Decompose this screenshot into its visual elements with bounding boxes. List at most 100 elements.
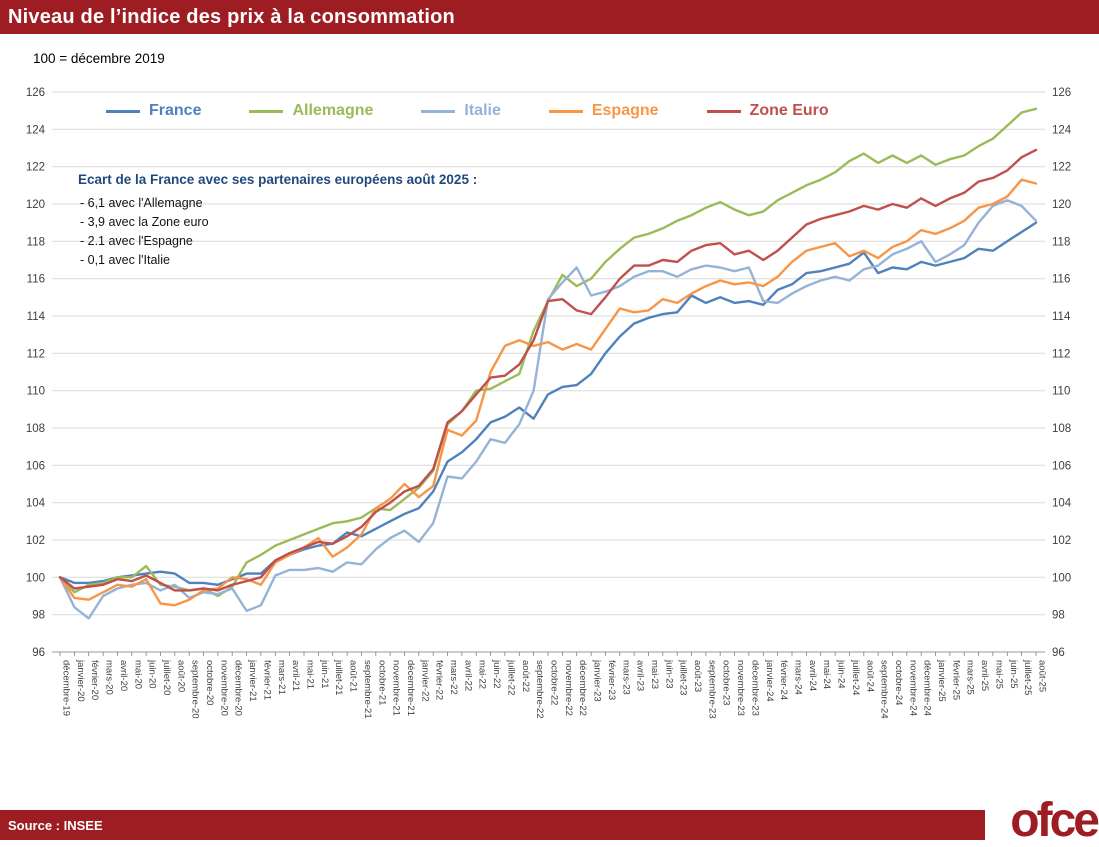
x-axis-label: décembre-24 [922,660,933,716]
y-axis-label-left: 114 [27,311,46,323]
x-axis-label: avril-24 [807,660,818,691]
series-line-France [58,221,1038,586]
x-axis-label: février-20 [89,660,100,700]
x-axis-label: juin-25 [1008,659,1019,689]
x-axis-label: janvier-22 [419,659,430,702]
x-axis-label: septembre-21 [362,660,373,719]
x-axis-label: avril-20 [118,660,129,691]
chart-area: 96 96 98 98 100 100 102 102 104 104 106 106 108 108 11… [0,72,1099,784]
chart-title: Niveau de l’indice des prix à la consomm… [8,5,455,28]
y-axis-label-right: 120 [1052,199,1071,211]
x-axis-label: août-21 [348,660,359,692]
x-axis-label: janvier-21 [247,659,258,702]
x-axis-label: novembre-21 [391,660,402,716]
y-axis-label-left: 124 [26,124,46,136]
x-axis-label: mars-25 [965,660,976,695]
x-axis-label: août-23 [692,660,703,692]
legend-item-Zone Euro: Zone Euro [706,102,829,120]
x-axis-label: octobre-20 [204,660,215,705]
x-axis-label: janvier-20 [75,659,86,702]
title-bar: Niveau de l’indice des prix à la consomm… [0,0,1099,34]
x-axis-label: juillet-22 [505,659,516,695]
y-axis-label-right: 108 [1052,423,1071,435]
x-axis-label: juin-21 [319,659,330,689]
y-axis-label-right: 100 [1052,572,1071,584]
y-axis-label-left: 122 [26,162,45,174]
x-axis-label: décembre-22 [577,660,588,716]
x-axis-label: juillet-25 [1022,659,1033,695]
y-axis-label-right: 116 [1052,274,1070,286]
x-axis-label: mai-24 [821,660,832,689]
y-axis-label-left: 110 [27,386,45,398]
x-axis-label: mai-20 [132,660,143,689]
series-line-Italie [58,199,1038,620]
y-axis-label-right: 104 [1052,498,1072,510]
y-axis-label-right: 118 [1052,236,1070,248]
index-base-note: 100 = décembre 2019 [33,51,165,66]
annotation-gap-france: Ecart de la France avec ses partenaires … [78,172,558,270]
y-axis-label-left: 112 [27,348,45,360]
legend-swatch [548,109,583,113]
annotation-title: Ecart de la France avec ses partenaires … [78,172,478,187]
y-axis-label-right: 106 [1052,460,1071,472]
x-axis-label: décembre-21 [405,660,416,716]
legend-swatch [421,109,456,113]
x-axis-label: novembre-23 [735,660,746,716]
legend-label: Allemagne [292,102,374,119]
x-axis-label: septembre-24 [879,660,890,719]
y-axis-label-right: 122 [1052,162,1071,174]
ofce-logo: ofce [1010,793,1099,847]
y-axis-label-left: 106 [26,460,45,472]
annotation-item: - 3,9 avec la Zone euro [80,215,209,229]
x-axis-label: mai-22 [477,660,488,689]
annotation-item: - 2.1 avec l'Espagne [80,234,193,248]
source-bar: Source : INSEE [0,810,985,840]
legend-swatch [249,109,284,113]
y-axis-label-right: 124 [1052,124,1072,136]
y-axis-label-left: 102 [26,535,45,547]
y-axis-label-right: 98 [1052,610,1065,622]
y-axis-label-left: 100 [26,572,45,584]
x-axis-label: juin-24 [836,659,847,689]
y-axis-label-left: 118 [27,236,45,248]
y-axis-label-right: 96 [1052,647,1065,659]
x-axis-label: février-25 [950,660,961,700]
annotation-item: - 0,1 avec l'Italie [80,253,170,267]
y-axis-label-right: 114 [1052,311,1071,323]
x-axis-label: avril-23 [635,660,646,691]
x-axis-label: décembre-23 [749,660,760,716]
y-axis-label-right: 110 [1052,386,1070,398]
x-axis-label: juin-22 [491,659,502,689]
x-axis-label: octobre-22 [549,660,560,705]
x-axis-label: février-22 [434,660,445,700]
legend-swatch [106,109,140,113]
legend-label: Espagne [591,102,659,119]
legend-swatch [706,109,741,113]
x-axis-label: mars-23 [620,660,631,695]
x-axis-label: novembre-20 [218,660,229,716]
x-axis-label: février-23 [606,660,617,700]
legend-label: Zone Euro [749,102,829,119]
series-line-Zone Euro [58,148,1038,592]
x-axis-label: juin-20 [147,659,158,689]
x-axis-label: octobre-23 [721,660,732,705]
y-axis-label-right: 102 [1052,535,1071,547]
x-axis-label: mai-25 [993,660,1004,689]
x-axis-label: juillet-23 [678,659,689,695]
annotation-items: - 6,1 avec l'Allemagne - 3,9 avec la Zone… [78,194,558,270]
x-axis-label: février-24 [778,660,789,700]
x-axis-label: septembre-20 [190,660,201,719]
x-axis-label: mars-24 [793,660,804,695]
legend-item-Allemagne: Allemagne [249,102,373,120]
line-chart: 96 96 98 98 100 100 102 102 104 104 106 106 108 108 11… [26,87,1072,719]
x-axis-label: février-21 [261,660,272,700]
x-axis-label: avril-21 [290,660,301,691]
chart-legend: France Allemagne Italie Espagne Zone Euro [106,102,829,120]
x-axis-label: mars-22 [448,660,459,695]
x-axis-label: janvier-25 [936,659,947,702]
y-axis-label-left: 120 [26,199,45,211]
legend-item-Italie: Italie [421,102,501,120]
x-axis-label: décembre-19 [61,660,72,716]
legend-label: Italie [464,102,501,119]
x-axis-label: janvier-24 [764,659,775,702]
